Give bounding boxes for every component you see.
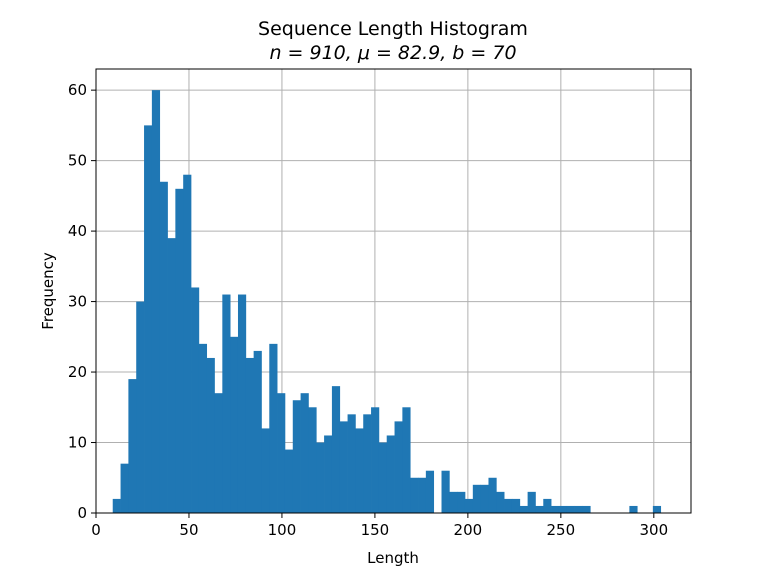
- histogram-bar-66: [629, 505, 638, 513]
- histogram-bar-13: [214, 393, 223, 513]
- y-tick-label-2: 20: [68, 363, 87, 381]
- histogram-bar-39: [418, 477, 427, 513]
- y-tick-label-5: 50: [68, 152, 87, 170]
- histogram-bar-18: [253, 350, 262, 513]
- x-tick-label-6: 300: [639, 521, 668, 539]
- histogram-bar-22: [284, 449, 294, 513]
- chart-title: Sequence Length Histogram: [258, 18, 528, 40]
- y-axis-ticks: 0 10 20 30 40 50 60: [68, 81, 96, 522]
- histogram-bar-49: [496, 491, 505, 513]
- histogram-bar-69: [652, 505, 662, 513]
- plot-frame: [95, 68, 692, 514]
- histogram-bar-0: [112, 498, 121, 513]
- histogram-bar-23: [292, 400, 301, 513]
- histogram-bar-29: [339, 421, 348, 513]
- histogram-bar-20: [269, 343, 278, 513]
- histogram-bar-12: [206, 357, 215, 513]
- histogram-bar-36: [394, 421, 403, 513]
- histogram-bar-5: [151, 90, 161, 514]
- histogram-bar-19: [261, 428, 270, 513]
- y-axis-label: Frequency: [39, 252, 57, 330]
- histogram-bar-11: [198, 343, 208, 513]
- y-tick-label-4: 40: [68, 222, 87, 240]
- histogram-bar-55: [543, 498, 552, 513]
- y-tick-label-3: 30: [68, 293, 87, 311]
- x-tick-label-5: 250: [547, 521, 576, 539]
- histogram-bar-32: [363, 414, 372, 513]
- histogram-bar-58: [566, 505, 575, 513]
- histogram-bar-54: [535, 505, 544, 513]
- histogram-bar-43: [449, 491, 458, 513]
- histogram-bar-16: [237, 294, 247, 513]
- histogram-bar-51: [511, 498, 521, 513]
- histogram-bar-34: [378, 442, 388, 513]
- x-tick-label-3: 150: [361, 521, 390, 539]
- histogram-bar-59: [574, 505, 583, 513]
- histogram-bar-10: [191, 287, 200, 513]
- histogram-bar-33: [371, 407, 380, 513]
- histogram-bar-6: [159, 181, 168, 513]
- histogram-bar-15: [230, 336, 239, 513]
- chart-subtitle: n = 910, μ = 82.9, b = 70: [269, 42, 516, 64]
- histogram-bar-46: [472, 484, 481, 513]
- x-tick-label-0: 0: [91, 521, 101, 539]
- histogram-bar-35: [386, 435, 395, 513]
- histogram-bar-50: [504, 498, 513, 513]
- histogram-bar-2: [128, 379, 137, 513]
- y-tick-label-1: 10: [68, 434, 87, 452]
- histogram-bar-38: [410, 477, 419, 513]
- histogram-bar-31: [355, 428, 364, 513]
- histogram-bars: [112, 90, 662, 514]
- histogram-bar-45: [464, 498, 474, 513]
- y-tick-label-0: 0: [77, 504, 87, 522]
- histogram-bar-24: [300, 393, 309, 513]
- histogram-bar-26: [316, 442, 325, 513]
- histogram-bar-21: [277, 393, 286, 513]
- histogram-bar-28: [331, 386, 341, 513]
- histogram-bar-3: [136, 301, 145, 513]
- histogram-bar-14: [222, 294, 231, 513]
- histogram-bar-7: [167, 238, 176, 513]
- histogram-bar-9: [183, 174, 192, 513]
- x-axis-label: Length: [367, 549, 419, 567]
- histogram-bar-27: [324, 435, 333, 513]
- histogram-bar-40: [425, 470, 435, 513]
- histogram-bar-48: [488, 477, 497, 513]
- histogram-bar-42: [441, 470, 450, 513]
- histogram-bar-44: [457, 491, 466, 513]
- histogram-bar-57: [558, 505, 568, 513]
- histogram-bar-47: [480, 484, 489, 513]
- histogram-bar-17: [245, 357, 254, 513]
- x-tick-label-2: 100: [268, 521, 297, 539]
- histogram-bar-52: [519, 505, 528, 513]
- x-tick-label-4: 200: [454, 521, 483, 539]
- histogram-bar-56: [551, 505, 560, 513]
- histogram-bar-30: [347, 414, 356, 513]
- histogram-bar-53: [527, 491, 536, 513]
- histogram-bar-1: [120, 463, 129, 513]
- histogram-bar-60: [582, 505, 591, 513]
- histogram-bar-37: [402, 407, 411, 513]
- x-axis-ticks: 0 50 100 150 200 250 300: [91, 513, 668, 539]
- x-tick-label-1: 50: [179, 521, 198, 539]
- histogram-bar-8: [175, 188, 184, 514]
- y-tick-label-6: 60: [68, 81, 87, 99]
- histogram-bar-4: [144, 125, 153, 513]
- histogram-bar-25: [308, 407, 317, 513]
